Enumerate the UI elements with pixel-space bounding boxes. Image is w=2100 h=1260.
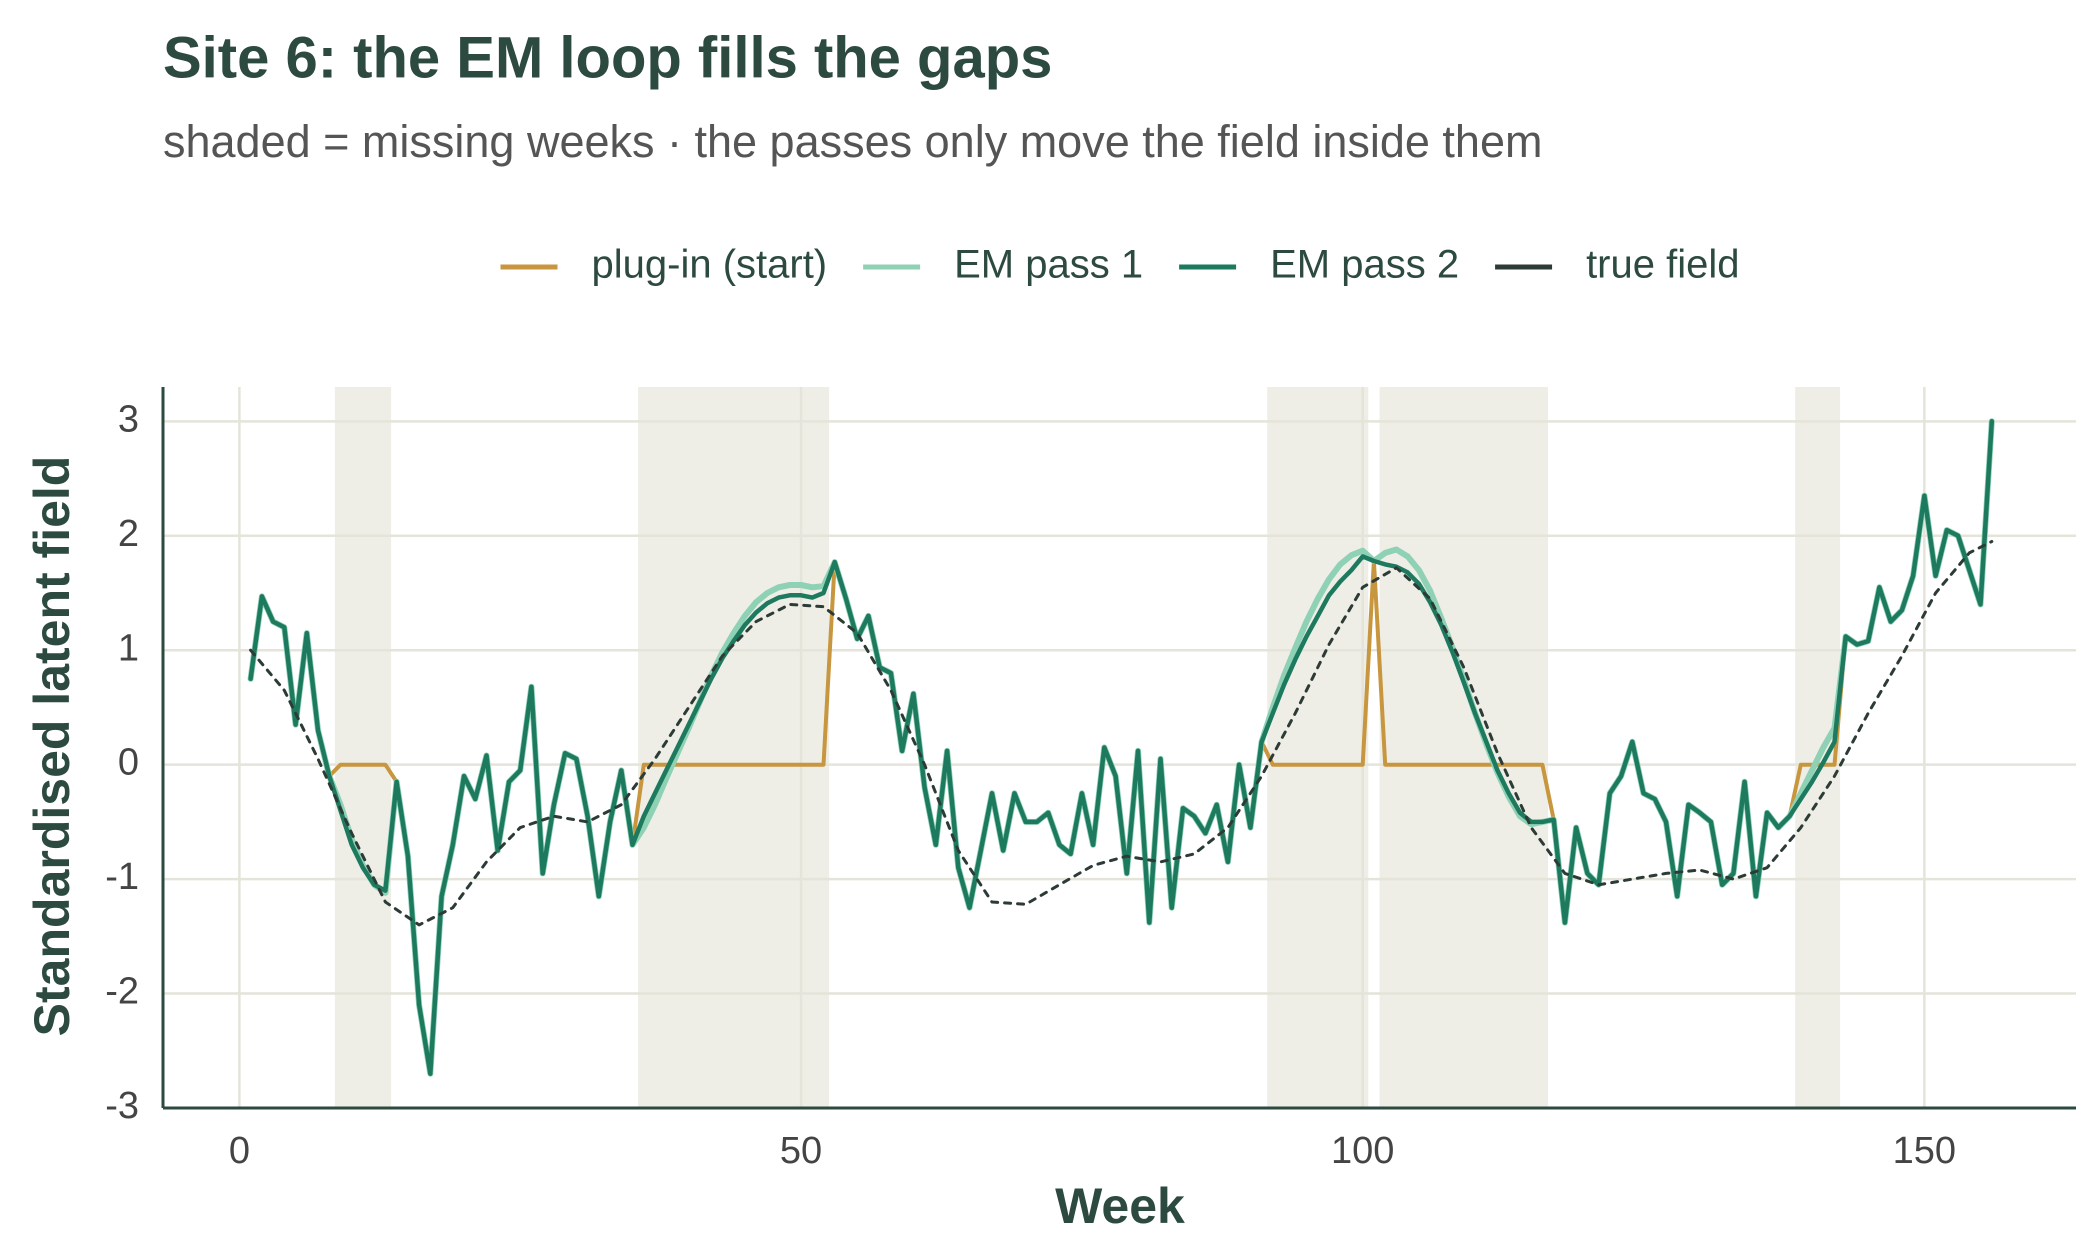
chart-subtitle: shaded = missing weeks · the passes only… [163, 116, 1542, 167]
missing-band [638, 387, 830, 1108]
missing-band [1379, 387, 1549, 1108]
series-line [248, 419, 1994, 1076]
legend-label: true field [1586, 243, 1739, 287]
y-tick-label: 1 [118, 627, 139, 669]
x-axis-title: Week [1055, 1178, 1185, 1234]
x-tick-label: 0 [229, 1130, 250, 1172]
series-line [247, 418, 1995, 1077]
x-tick-label: 150 [1893, 1130, 1956, 1172]
legend: plug-in (start) EM pass 1 EM pass 2 true fi… [500, 243, 1739, 287]
missing-band [334, 387, 392, 1108]
series-line [248, 419, 1995, 1076]
y-tick-label: 2 [118, 513, 139, 555]
y-tick-label: -3 [105, 1085, 139, 1127]
x-tick-label: 50 [780, 1130, 822, 1172]
missing-band [1267, 387, 1369, 1108]
series-line [249, 540, 1994, 927]
y-tick-label: -2 [105, 971, 139, 1013]
chart-title: Site 6: the EM loop fills the gaps [163, 25, 1052, 90]
y-axis-title: Standardised latent field [24, 456, 80, 1037]
legend-label: EM pass 2 [1270, 243, 1459, 287]
legend-label: plug-in (start) [592, 243, 828, 287]
legend-label: EM pass 1 [954, 243, 1143, 287]
plot-area: -3 -2 -1 0 1 2 3 0 50 100 150 [105, 387, 2076, 1172]
x-tick-label: 100 [1331, 1130, 1394, 1172]
y-tick-label: 0 [118, 742, 139, 784]
y-tick-label: -1 [105, 856, 139, 898]
y-tick-label: 3 [118, 398, 139, 440]
